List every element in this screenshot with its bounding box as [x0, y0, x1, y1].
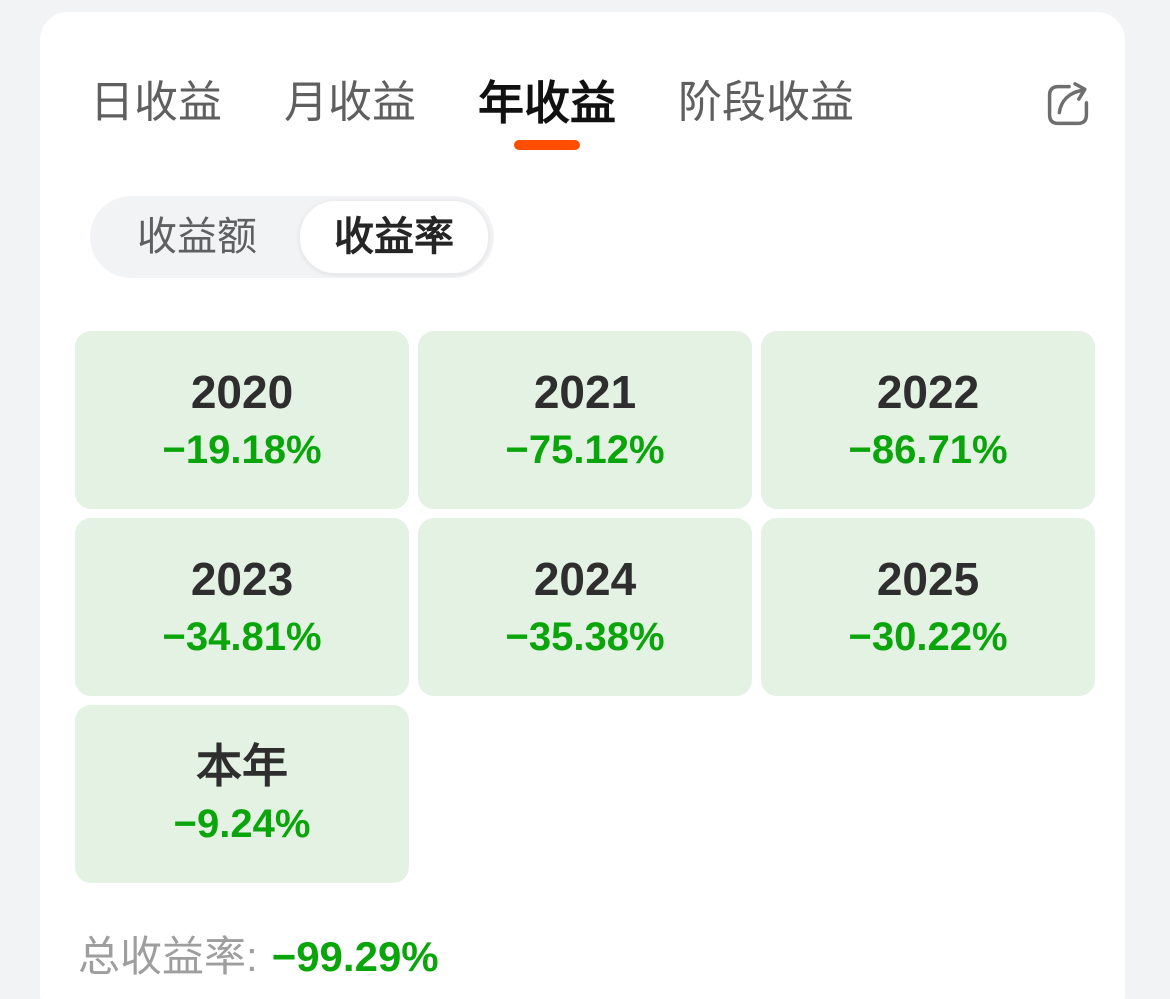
total-return-value: −99.29% [271, 933, 439, 980]
metric-toggle: 收益额 收益率 [90, 196, 494, 278]
return-card-current-year: 本年 −9.24% [75, 705, 409, 883]
metric-toggle-wrap: 收益额 收益率 [90, 196, 1125, 278]
share-icon [1047, 82, 1089, 126]
return-period: 2023 [190, 553, 294, 605]
share-button[interactable] [1041, 78, 1095, 132]
tab-label: 月收益 [284, 78, 416, 127]
return-card-2025: 2025 −30.22% [761, 518, 1095, 696]
toggle-return-rate[interactable]: 收益率 [299, 200, 489, 274]
return-period: 2025 [876, 553, 980, 605]
return-period: 2024 [533, 553, 637, 605]
return-period: 本年 [196, 740, 288, 792]
tab-monthly-returns[interactable]: 月收益 [284, 76, 416, 130]
return-card-2020: 2020 −19.18% [75, 331, 409, 509]
tab-yearly-returns[interactable]: 年收益 [478, 76, 616, 150]
total-return-row: 总收益率: −99.29% [78, 923, 1125, 984]
return-value: −34.81% [162, 615, 322, 659]
return-card-2021: 2021 −75.12% [418, 331, 752, 509]
return-value: −19.18% [162, 428, 322, 472]
return-value: −35.38% [505, 615, 665, 659]
returns-panel: 日收益 月收益 年收益 阶段收益 收益额 收益率 [40, 12, 1125, 999]
toggle-return-amount[interactable]: 收益额 [137, 215, 257, 259]
return-card-2024: 2024 −35.38% [418, 518, 752, 696]
tab-period-returns[interactable]: 阶段收益 [678, 76, 854, 130]
returns-tab-bar: 日收益 月收益 年收益 阶段收益 [90, 76, 1095, 150]
tab-label: 日收益 [90, 78, 222, 127]
return-value: −30.22% [848, 615, 1008, 659]
return-value: −86.71% [848, 428, 1008, 472]
return-period: 2020 [190, 366, 294, 418]
yearly-returns-grid: 2020 −19.18% 2021 −75.12% 2022 −86.71% 2… [75, 331, 1095, 883]
tab-label: 阶段收益 [678, 78, 854, 127]
tab-label: 年收益 [478, 77, 616, 129]
return-value: −9.24% [173, 802, 311, 846]
return-value: −75.12% [505, 428, 665, 472]
total-return-label: 总收益率: [78, 933, 258, 980]
return-period: 2021 [533, 366, 637, 418]
tab-daily-returns[interactable]: 日收益 [90, 76, 222, 130]
return-card-2022: 2022 −86.71% [761, 331, 1095, 509]
active-tab-indicator [514, 140, 580, 150]
return-period: 2022 [876, 366, 980, 418]
return-card-2023: 2023 −34.81% [75, 518, 409, 696]
